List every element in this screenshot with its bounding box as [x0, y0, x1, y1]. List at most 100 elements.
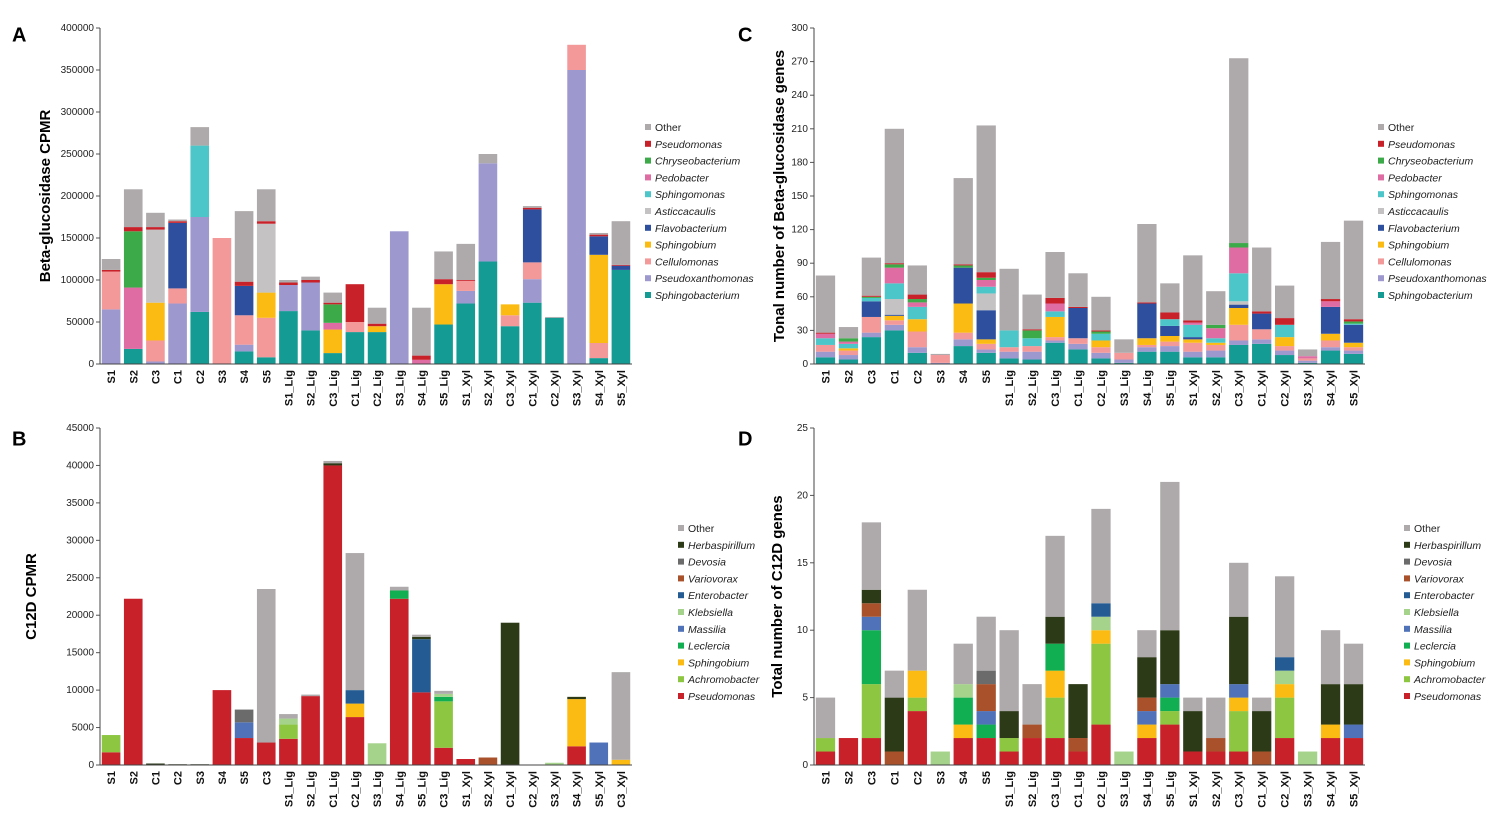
bar-segment-chryseobacterium	[1343, 321, 1364, 324]
bar-segment-sphingobacterium	[1114, 362, 1134, 364]
bar-segment-leclercia	[861, 630, 882, 685]
bar-segment-flavobacterium	[1229, 304, 1249, 308]
legend-label-leclercia: Leclercia	[688, 641, 730, 653]
bar-segment-sphingobacterium	[1160, 351, 1180, 364]
bar-segment-other	[412, 307, 431, 356]
bar-segment-cellulomonas	[1229, 324, 1249, 341]
bar-segment-other	[389, 586, 409, 591]
bar-segment-other	[434, 690, 453, 694]
bar-segment-cellulomonas	[1160, 341, 1180, 347]
bar-segment-sphingomonas	[1091, 333, 1111, 341]
bar-segment-pseudoxanthomonas	[1114, 359, 1134, 363]
x-tick-label-a: C1	[173, 370, 185, 384]
bar-segment-flavobacterium	[1343, 324, 1364, 343]
bar-segment-klebsiella	[930, 751, 950, 765]
bar-segment-herbaspirillum	[861, 589, 882, 604]
bar-segment-other	[953, 643, 973, 685]
x-tick-label-a: C1_Xyl	[527, 370, 539, 407]
bar-segment-herbaspirillum	[1252, 711, 1272, 752]
x-tick-label-c: C2	[912, 370, 924, 384]
bar-segment-pseudoxanthomonas	[301, 282, 320, 331]
bar-segment-other	[434, 251, 453, 280]
bar-segment-devosia	[234, 709, 254, 723]
bar-segment-variovorax	[1252, 751, 1272, 765]
bar-segment-cellulomonas	[884, 320, 904, 325]
bar-segment-other	[301, 694, 320, 697]
legend-swatch-achromobacter	[1404, 676, 1410, 683]
bar-segment-pseudomonas	[567, 746, 586, 765]
bar-segment-other	[907, 265, 927, 295]
legend-swatch-klebsiella	[678, 609, 684, 615]
x-tick-label-d: S1_Lig	[1004, 771, 1016, 807]
bar-segment-flavobacterium	[953, 267, 973, 304]
bar-segment-klebsiella	[279, 718, 298, 725]
bar-segment-pseudomonas	[434, 279, 453, 285]
bar-segment-other	[256, 189, 276, 222]
x-tick-label-d: S1_Xyl	[1188, 771, 1200, 807]
legend-label-asticcacaulis: Asticcacaulis	[1387, 206, 1449, 218]
bar-segment-herbaspirillum	[1320, 684, 1341, 725]
x-tick-label-d: S3_Xyl	[1303, 771, 1315, 807]
bar-segment-other	[522, 206, 542, 208]
bar-segment-massilia	[589, 742, 609, 765]
legend-swatch-massilia	[1404, 625, 1410, 632]
legend-label-flavobacterium: Flavobacterium	[655, 223, 727, 235]
x-tick-label-b: C1_Xyl	[505, 771, 517, 808]
bar-segment-sphingobium	[838, 348, 859, 351]
bar-segment-klebsiella	[545, 762, 564, 765]
bar-segment-flavobacterium	[1068, 308, 1088, 339]
legend-swatch-other	[1378, 124, 1384, 130]
bar-segment-pseudomonas	[301, 696, 320, 765]
legend-swatch-other	[678, 525, 684, 531]
bar-segment-variovorax	[861, 603, 882, 617]
bar-segment-flavobacterium	[1183, 337, 1203, 340]
legend-label-cellulomonas: Cellulomonas	[655, 256, 719, 268]
bar-segment-pseudoxanthomonas	[838, 355, 859, 360]
bar-segment-chryseobacterium	[861, 296, 882, 298]
y-tick-label-a: 150000	[61, 233, 95, 244]
bar-segment-achromobacter	[434, 701, 453, 748]
bar-segment-other	[1252, 247, 1272, 312]
bar-segment-sphingomonas	[838, 343, 859, 349]
bar-segment-herbaspirillum	[500, 622, 520, 765]
y-tick-label-a: 50000	[66, 317, 94, 328]
x-tick-label-d: S5_Lig	[1165, 771, 1177, 807]
bar-segment-pseudomonas	[1275, 318, 1295, 325]
bar-segment-herbaspirillum	[1160, 630, 1180, 685]
bar-segment-pedobacter	[1183, 322, 1203, 325]
bar-segment-sphingobacterium	[545, 317, 564, 364]
legend-swatch-variovorax	[678, 575, 684, 582]
legend-label-chryseobacterium: Chryseobacterium	[655, 156, 740, 168]
bar-segment-herbaspirillum	[999, 711, 1019, 739]
bar-segment-sphingobacterium	[1320, 350, 1341, 364]
bar-segment-sphingobium	[345, 703, 365, 718]
bar-segment-cellulomonas	[345, 322, 365, 333]
x-tick-label-b: S3_Xyl	[549, 771, 561, 807]
legend-label-sphingobacterium: Sphingobacterium	[655, 290, 740, 302]
x-tick-label-c: C3	[866, 370, 878, 384]
y-tick-label-d: 5	[802, 693, 808, 704]
bar-segment-pseudomonas	[412, 355, 431, 360]
x-tick-label-c: C1	[889, 370, 901, 384]
bar-segment-variovorax	[976, 684, 996, 712]
bar-segment-cellulomonas	[976, 343, 996, 350]
y-tick-label-b: 40000	[66, 460, 94, 471]
panel-label-a: A	[12, 25, 26, 47]
legend-swatch-cellulomonas	[645, 258, 651, 265]
bar-segment-other	[953, 178, 973, 265]
x-tick-label-b: C3_Lig	[439, 771, 451, 808]
bar-segment-enterobacter	[1275, 657, 1295, 671]
bar-segment-pseudoxanthomonas	[522, 279, 542, 303]
y-tick-label-c: 270	[791, 57, 808, 68]
bar-segment-pedobacter	[323, 322, 343, 330]
bar-segment-pseudomonas	[1343, 738, 1364, 765]
bar-segment-flavobacterium	[976, 310, 996, 340]
bar-segment-sphingomonas	[1160, 319, 1180, 326]
bar-segment-chryseobacterium	[1091, 331, 1111, 334]
bar-segment-other	[1091, 296, 1111, 331]
x-tick-label-b: C1	[150, 771, 162, 785]
bar-segment-achromobacter	[999, 738, 1019, 752]
bar-segment-sphingobacterium	[1068, 349, 1088, 364]
bar-segment-klebsiella	[1091, 616, 1111, 631]
